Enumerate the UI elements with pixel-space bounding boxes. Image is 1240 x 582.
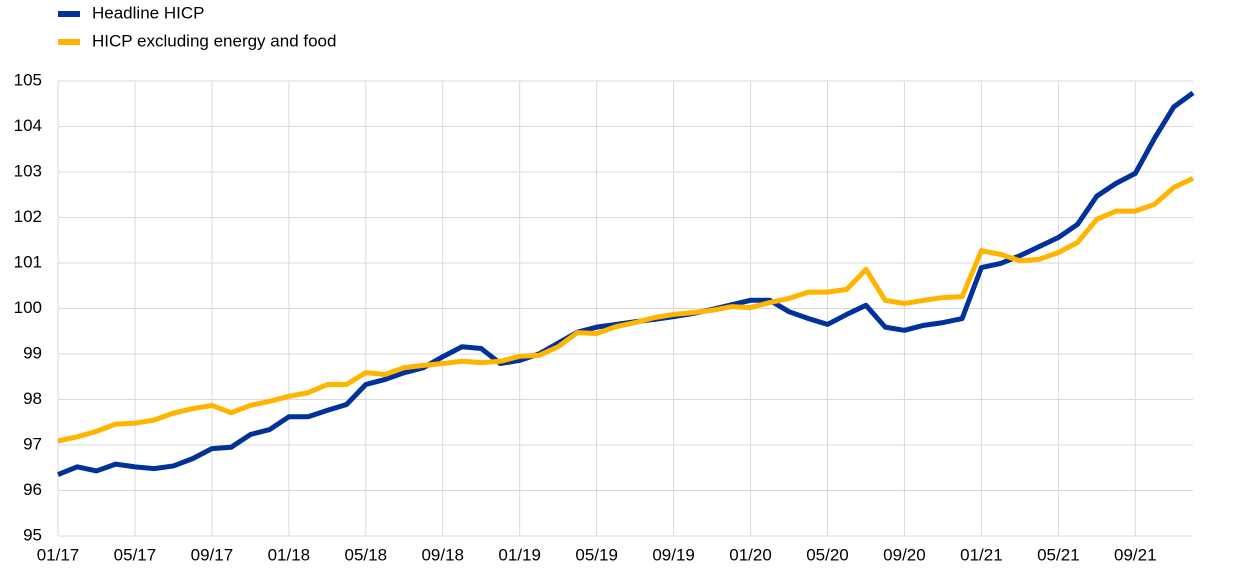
y-tick-label: 95 bbox=[23, 525, 42, 544]
y-tick-label: 96 bbox=[23, 480, 42, 499]
series-line bbox=[57, 176, 1195, 444]
y-tick-label: 97 bbox=[23, 434, 42, 453]
x-tick-label: 09/19 bbox=[652, 545, 695, 564]
x-tick-label: 09/21 bbox=[1114, 545, 1157, 564]
y-tick-label: 103 bbox=[14, 161, 42, 180]
y-tick-label: 99 bbox=[23, 343, 42, 362]
x-tick-label: 05/17 bbox=[114, 545, 157, 564]
y-tick-label: 101 bbox=[14, 252, 42, 271]
x-tick-label: 05/21 bbox=[1037, 545, 1080, 564]
x-tick-label: 01/18 bbox=[268, 545, 311, 564]
legend-label: HICP excluding energy and food bbox=[92, 31, 336, 50]
x-tick-label: 09/20 bbox=[883, 545, 926, 564]
x-tick-label: 01/21 bbox=[960, 545, 1003, 564]
y-tick-label: 98 bbox=[23, 389, 42, 408]
y-tick-label: 104 bbox=[14, 116, 42, 135]
x-tick-label: 09/18 bbox=[421, 545, 464, 564]
x-tick-label: 05/19 bbox=[575, 545, 618, 564]
x-tick-label: 09/17 bbox=[191, 545, 234, 564]
x-tick-label: 01/20 bbox=[729, 545, 772, 564]
legend-label: Headline HICP bbox=[92, 3, 204, 22]
x-tick-label: 05/20 bbox=[806, 545, 849, 564]
x-tick-label: 01/17 bbox=[37, 545, 80, 564]
series-line bbox=[57, 90, 1195, 477]
y-tick-label: 100 bbox=[14, 298, 42, 317]
x-tick-label: 05/18 bbox=[345, 545, 388, 564]
y-tick-label: 102 bbox=[14, 207, 42, 226]
x-tick-label: 01/19 bbox=[498, 545, 541, 564]
y-tick-label: 105 bbox=[14, 70, 42, 89]
